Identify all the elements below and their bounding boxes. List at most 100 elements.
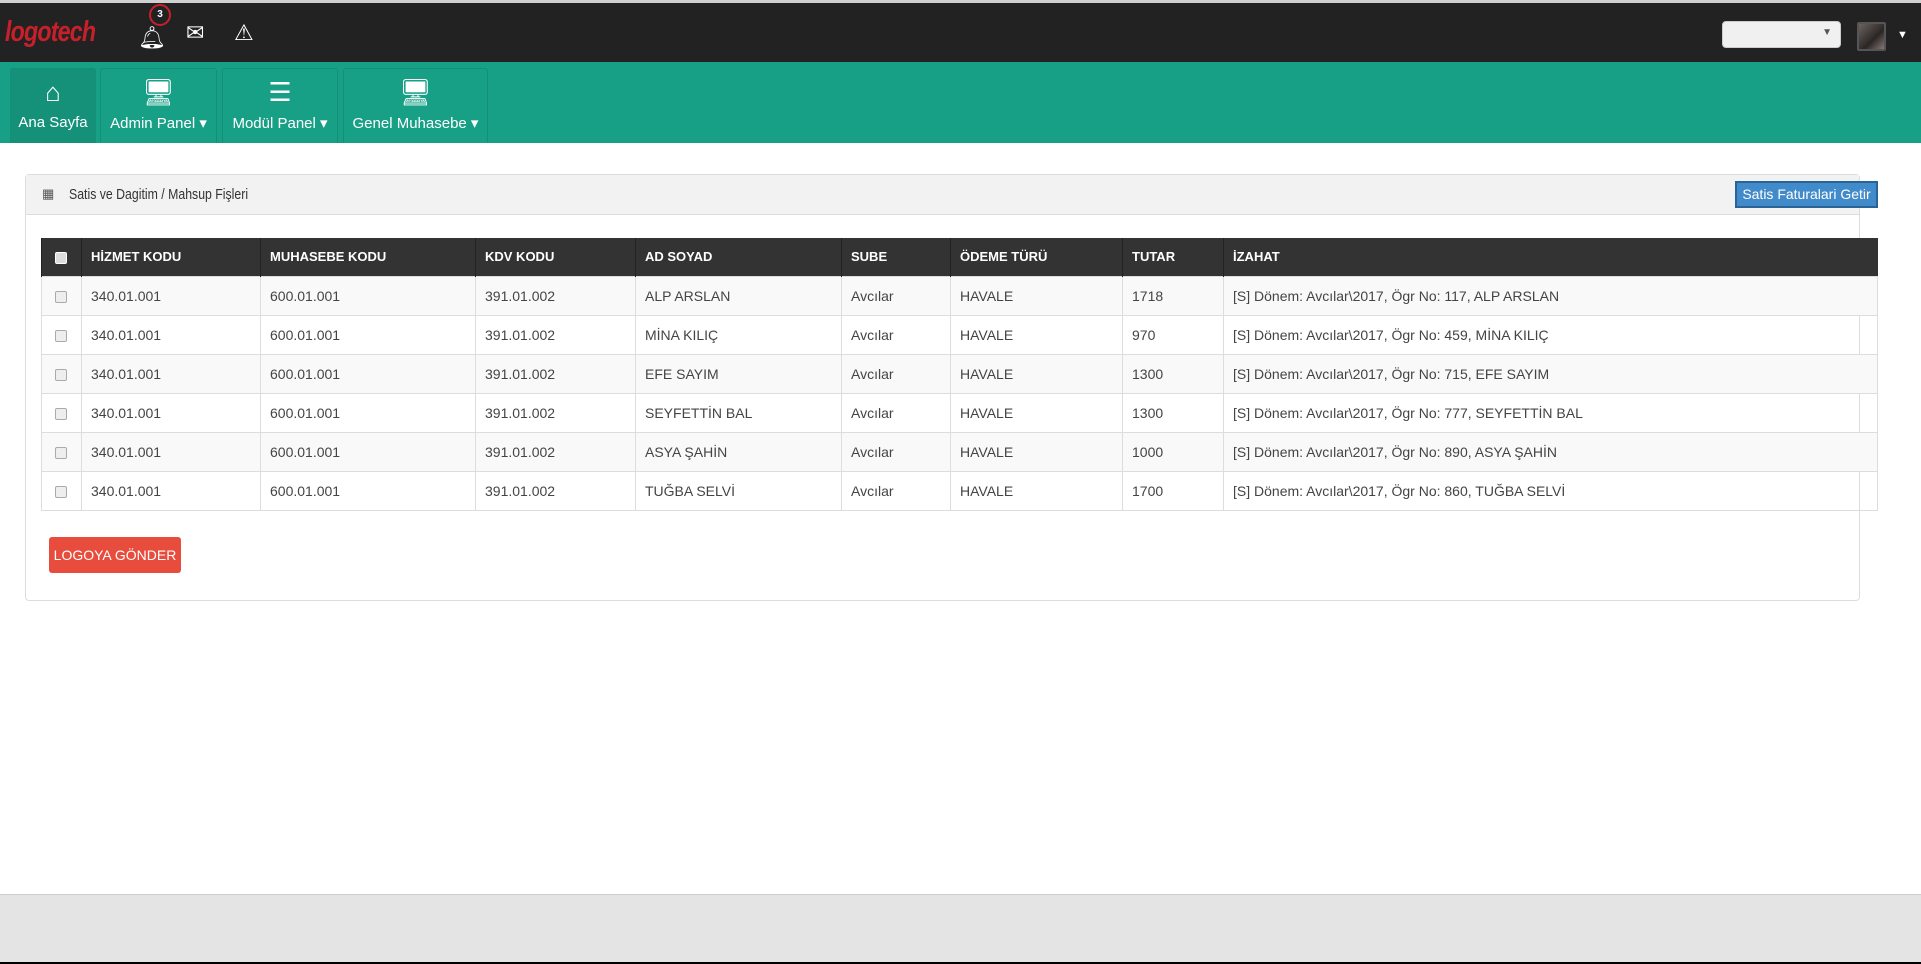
cell-hizmet-kodu: 340.01.001: [81, 314, 261, 355]
cell-kdv-kodu: 391.01.002: [475, 314, 636, 355]
cell-tutar: 970: [1122, 314, 1224, 355]
row-checkbox[interactable]: [55, 407, 67, 420]
bell-icon[interactable]: 🔔︎: [138, 25, 166, 50]
cell-muhasebe-kodu: 600.01.001: [260, 275, 476, 316]
cell-muhasebe-kodu: 600.01.001: [260, 470, 476, 511]
row-checkbox[interactable]: [55, 368, 67, 381]
logoya-gonder-button[interactable]: LOGOYA GÖNDER: [49, 537, 181, 573]
cell-izahat: [S] Dönem: Avcılar\2017, Ögr No: 117, AL…: [1223, 275, 1878, 316]
table-row[interactable]: 340.01.001 600.01.001 391.01.002 SEYFETTİN …: [41, 392, 1878, 433]
row-checkbox[interactable]: [55, 290, 67, 303]
cell-izahat: [S] Dönem: Avcılar\2017, Ögr No: 715, EF…: [1223, 353, 1878, 394]
chevron-down-icon: ▼: [1822, 27, 1832, 38]
cell-izahat: [S] Dönem: Avcılar\2017, Ögr No: 860, TU…: [1223, 470, 1878, 511]
cell-sube: Avcılar: [841, 353, 951, 394]
cell-hizmet-kodu: 340.01.001: [81, 275, 261, 316]
col-odeme-turu[interactable]: ÖDEME TÜRÜ: [950, 238, 1123, 276]
footer: [0, 894, 1921, 962]
cell-odeme-turu: HAVALE: [950, 353, 1123, 394]
col-hizmet-kodu[interactable]: HİZMET KODU: [81, 238, 261, 276]
cell-ad-soyad: SEYFETTİN BAL: [635, 392, 842, 433]
cell-kdv-kodu: 391.01.002: [475, 353, 636, 394]
table-row[interactable]: 340.01.001 600.01.001 391.01.002 TUĞBA SELV…: [41, 470, 1878, 511]
main-nav: ⌂ Ana Sayfa 🖥︎ Admin Panel ▾ ☰ Modül Pan…: [0, 62, 1921, 143]
table-header-row: HİZMET KODU MUHASEBE KODU KDV KODU AD SO…: [41, 238, 1878, 276]
panel-heading: ▦ Satis ve Dagitim / Mahsup Fişleri Sati…: [26, 175, 1878, 215]
envelope-icon[interactable]: ✉︎: [186, 20, 205, 45]
notification-badge: 3: [149, 4, 171, 26]
cell-ad-soyad: TUĞBA SELVİ: [635, 470, 842, 511]
cell-izahat: [S] Dönem: Avcılar\2017, Ögr No: 459, Mİ…: [1223, 314, 1878, 355]
bottom-border: [0, 962, 1921, 964]
table-row[interactable]: 340.01.001 600.01.001 391.01.002 ALP ARSLAN…: [41, 275, 1878, 316]
row-checkbox[interactable]: [55, 329, 67, 342]
cell-tutar: 1000: [1122, 431, 1224, 472]
cell-sube: Avcılar: [841, 314, 951, 355]
cell-muhasebe-kodu: 600.01.001: [260, 431, 476, 472]
select-all-checkbox[interactable]: [55, 251, 67, 264]
col-ad-soyad[interactable]: AD SOYAD: [635, 238, 842, 276]
cell-odeme-turu: HAVALE: [950, 392, 1123, 433]
desktop-icon: 🖥︎: [398, 77, 432, 107]
table-row[interactable]: 340.01.001 600.01.001 391.01.002 MİNA KILIÇ…: [41, 314, 1878, 355]
cell-hizmet-kodu: 340.01.001: [81, 431, 261, 472]
table-row[interactable]: 340.01.001 600.01.001 391.01.002 EFE SAYIM A…: [41, 353, 1878, 394]
col-kdv-kodu[interactable]: KDV KODU: [475, 238, 636, 276]
satis-faturalari-getir-button[interactable]: Satis Faturalari Getir: [1735, 181, 1878, 208]
align-left-icon: ☰: [268, 77, 292, 107]
cell-sube: Avcılar: [841, 431, 951, 472]
table-row[interactable]: 340.01.001 600.01.001 391.01.002 ASYA ŞAHİN…: [41, 431, 1878, 472]
cell-sube: Avcılar: [841, 392, 951, 433]
cell-ad-soyad: EFE SAYIM: [635, 353, 842, 394]
col-sube[interactable]: SUBE: [841, 238, 951, 276]
cell-kdv-kodu: 391.01.002: [475, 392, 636, 433]
avatar[interactable]: [1857, 22, 1886, 51]
mahsup-panel: ▦ Satis ve Dagitim / Mahsup Fişleri Sati…: [25, 174, 1878, 601]
col-tutar[interactable]: TUTAR: [1122, 238, 1224, 276]
col-izahat[interactable]: İZAHAT: [1223, 238, 1878, 276]
nav-label: Modül Panel ▾: [232, 115, 328, 132]
cell-ad-soyad: ALP ARSLAN: [635, 275, 842, 316]
cell-tutar: 1300: [1122, 353, 1224, 394]
cell-hizmet-kodu: 340.01.001: [81, 353, 261, 394]
desktop-icon: 🖥︎: [141, 77, 175, 107]
cell-tutar: 1718: [1122, 275, 1224, 316]
top-bar: logotech 🔔︎ 3 ✉︎ ⚠︎ ▼ ▼: [0, 3, 1921, 62]
table-icon: ▦: [42, 186, 55, 201]
home-icon: ⌂: [45, 77, 61, 107]
nav-modul-panel[interactable]: ☰ Modül Panel ▾: [222, 68, 338, 143]
cell-odeme-turu: HAVALE: [950, 431, 1123, 472]
nav-admin-panel[interactable]: 🖥︎ Admin Panel ▾: [100, 68, 217, 143]
cell-sube: Avcılar: [841, 470, 951, 511]
nav-label: Ana Sayfa: [18, 114, 88, 131]
mahsup-table: HİZMET KODU MUHASEBE KODU KDV KODU AD SO…: [41, 238, 1878, 511]
nav-label: Genel Muhasebe ▾: [352, 115, 479, 132]
warning-icon[interactable]: ⚠︎: [234, 20, 254, 45]
cell-izahat: [S] Dönem: Avcılar\2017, Ögr No: 890, AS…: [1223, 431, 1878, 472]
cell-tutar: 1300: [1122, 392, 1224, 433]
cell-odeme-turu: HAVALE: [950, 470, 1123, 511]
cell-hizmet-kodu: 340.01.001: [81, 470, 261, 511]
cell-ad-soyad: MİNA KILIÇ: [635, 314, 842, 355]
cell-odeme-turu: HAVALE: [950, 314, 1123, 355]
window-top-border: [0, 0, 1921, 3]
nav-label: Admin Panel ▾: [110, 115, 207, 132]
nav-genel-muhasebe[interactable]: 🖥︎ Genel Muhasebe ▾: [343, 68, 488, 143]
cell-odeme-turu: HAVALE: [950, 275, 1123, 316]
cell-sube: Avcılar: [841, 275, 951, 316]
cell-tutar: 1700: [1122, 470, 1224, 511]
logo[interactable]: logotech: [5, 16, 96, 48]
cell-kdv-kodu: 391.01.002: [475, 431, 636, 472]
user-menu-caret-icon[interactable]: ▼: [1897, 29, 1908, 41]
row-checkbox[interactable]: [55, 446, 67, 459]
top-select[interactable]: ▼: [1722, 21, 1841, 48]
cell-kdv-kodu: 391.01.002: [475, 275, 636, 316]
row-checkbox[interactable]: [55, 485, 67, 498]
nav-ana-sayfa[interactable]: ⌂ Ana Sayfa: [10, 68, 96, 143]
cell-ad-soyad: ASYA ŞAHİN: [635, 431, 842, 472]
cell-muhasebe-kodu: 600.01.001: [260, 392, 476, 433]
cell-hizmet-kodu: 340.01.001: [81, 392, 261, 433]
cell-muhasebe-kodu: 600.01.001: [260, 314, 476, 355]
cell-kdv-kodu: 391.01.002: [475, 470, 636, 511]
col-muhasebe-kodu[interactable]: MUHASEBE KODU: [260, 238, 476, 276]
